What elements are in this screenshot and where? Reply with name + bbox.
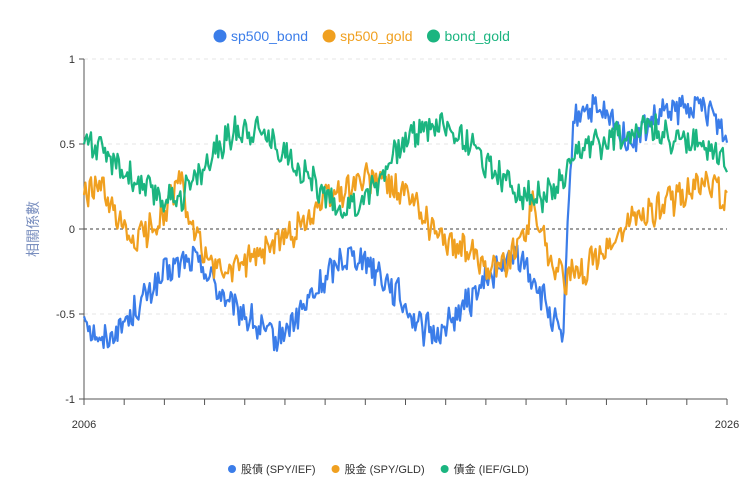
bottom-legend-label: 股金 (SPY/GLD)	[345, 462, 425, 476]
top-legend-label: sp500_bond	[231, 28, 308, 44]
y-tick-label: 1	[69, 54, 75, 66]
top-legend-marker	[213, 29, 227, 43]
y-tick-label: -0.5	[56, 309, 75, 321]
y-tick-label: -1	[65, 394, 75, 406]
series-layer	[82, 93, 729, 352]
bottom-legend-label: 股債 (SPY/IEF)	[241, 462, 316, 476]
axes: 1 0.5 0 -0.5 -1 2006 2026	[56, 54, 739, 431]
y-axis-label: 相關係數	[25, 201, 41, 257]
top-legend-label: bond_gold	[444, 28, 509, 44]
series-line-bond_gold	[82, 112, 728, 219]
bottom-legend-label: 債金 (IEF/GLD)	[454, 462, 529, 476]
bottom-legend-marker	[440, 465, 449, 473]
bottom-legend-marker	[331, 465, 340, 473]
y-tick-label: 0	[69, 224, 75, 236]
top-legend-label: sp500_gold	[340, 28, 412, 44]
top-legend-marker	[426, 29, 440, 43]
x-tick-label: 2026	[715, 419, 739, 431]
top-legend-marker	[322, 29, 336, 43]
series-line-sp500_gold	[82, 162, 728, 296]
bottom-legend-marker	[228, 465, 236, 473]
y-tick-label: 0.5	[60, 139, 75, 151]
x-tick-label: 2006	[72, 419, 96, 431]
bottom-legend: 股債 (SPY/IEF) 股金 (SPY/GLD) 債金 (IEF/GLD)	[228, 462, 529, 476]
top-legend: sp500_bond sp500_gold bond_gold	[213, 28, 510, 44]
